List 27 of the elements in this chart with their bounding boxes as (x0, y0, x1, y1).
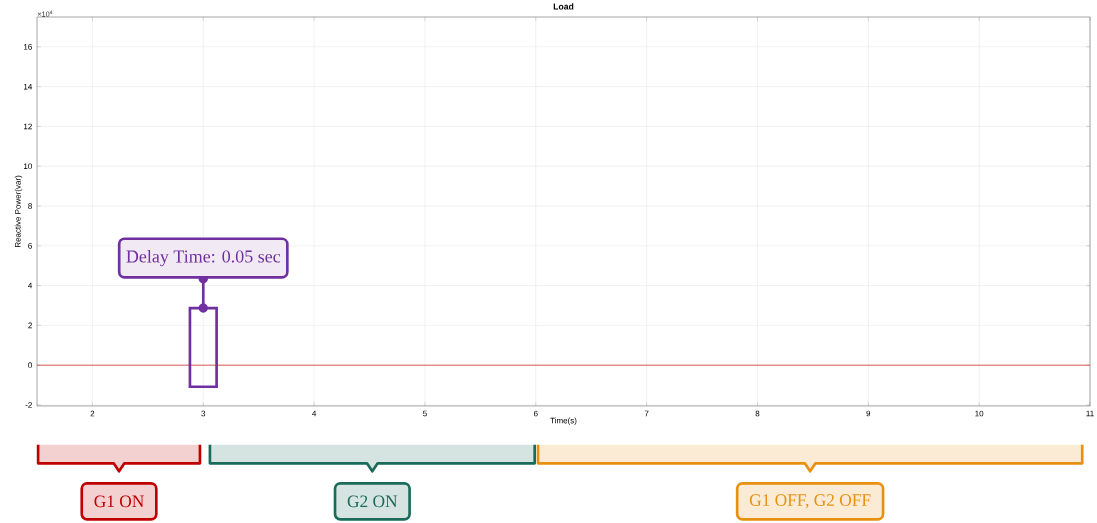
y-tick-label: 6 (28, 242, 32, 249)
x-tick-label: 9 (866, 410, 871, 417)
y-tick-label: -2 (25, 402, 32, 408)
x-tick-label: 6 (533, 410, 538, 417)
y-tick-label: 2 (28, 322, 32, 329)
y-tick-label: 16 (24, 44, 32, 50)
y-tick-label: 10 (24, 163, 32, 170)
x-tick-label: 3 (201, 410, 206, 417)
x-tick-label: 11 (1086, 410, 1094, 417)
y-tick-label: 4 (28, 282, 33, 289)
x-tick-label: 4 (312, 410, 317, 417)
y-tick-label: 12 (24, 123, 32, 130)
text: G2 ON (347, 495, 398, 508)
x-tick-label: 2 (90, 410, 95, 417)
text: G1 OFF, G2 OFF (749, 494, 871, 509)
annotation: Delay Time: 0.05 sec (126, 249, 281, 267)
y-tick-label: 14 (24, 83, 33, 90)
text: G1 ON (94, 495, 144, 508)
chart-title: Load (553, 3, 574, 10)
y-tick-label: 0 (28, 362, 32, 369)
y-tick-label: 8 (28, 203, 32, 209)
x-tick-label: 7 (644, 410, 649, 417)
x-axis-title: Time(s) (550, 417, 577, 425)
x-tick-label: 10 (975, 410, 984, 417)
y-axis-title: Reactive Power(var) (14, 175, 23, 248)
x-tick-label: 5 (423, 410, 427, 417)
x-tick-label: 8 (755, 410, 760, 417)
